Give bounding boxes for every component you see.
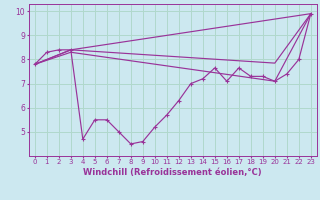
X-axis label: Windchill (Refroidissement éolien,°C): Windchill (Refroidissement éolien,°C) [84, 168, 262, 177]
